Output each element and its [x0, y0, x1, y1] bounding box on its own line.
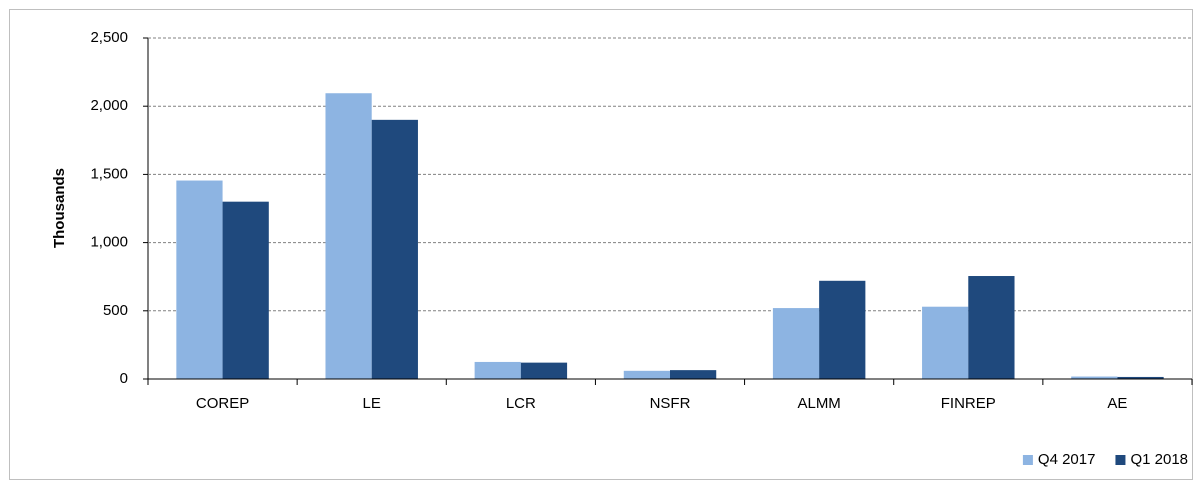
y-tick-label: 1,500	[90, 165, 128, 182]
bar	[520, 362, 568, 379]
bar	[968, 276, 1015, 379]
x-tick-label: LCR	[506, 395, 536, 412]
legend-label: Q4 2017	[1038, 451, 1096, 468]
y-tick-label: 500	[103, 302, 128, 319]
x-tick-label: NSFR	[650, 395, 691, 412]
bar	[371, 119, 418, 379]
bar	[670, 370, 717, 379]
x-tick-label: AE	[1107, 395, 1127, 412]
legend-swatch	[1022, 455, 1033, 465]
bar	[222, 201, 269, 379]
bar	[1117, 376, 1164, 379]
x-tick-label: COREP	[196, 395, 249, 412]
bar	[623, 370, 670, 379]
x-tick-label: LE	[363, 395, 381, 412]
legend-label: Q1 2018	[1130, 451, 1188, 468]
bar	[325, 93, 372, 379]
y-tick-label: 0	[120, 370, 128, 387]
bar	[819, 280, 866, 379]
legend-swatch	[1115, 455, 1126, 465]
y-tick-label: 2,500	[90, 29, 128, 46]
bar	[474, 361, 521, 379]
bar	[772, 308, 820, 379]
x-tick-label: ALMM	[797, 395, 840, 412]
y-axis-title: Thousands	[51, 168, 68, 248]
y-tick-label: 2,000	[90, 97, 128, 114]
bar	[1071, 376, 1118, 379]
bar	[176, 180, 223, 379]
bar	[922, 306, 969, 379]
y-tick-label: 1,000	[90, 234, 128, 251]
x-tick-label: FINREP	[941, 395, 996, 412]
